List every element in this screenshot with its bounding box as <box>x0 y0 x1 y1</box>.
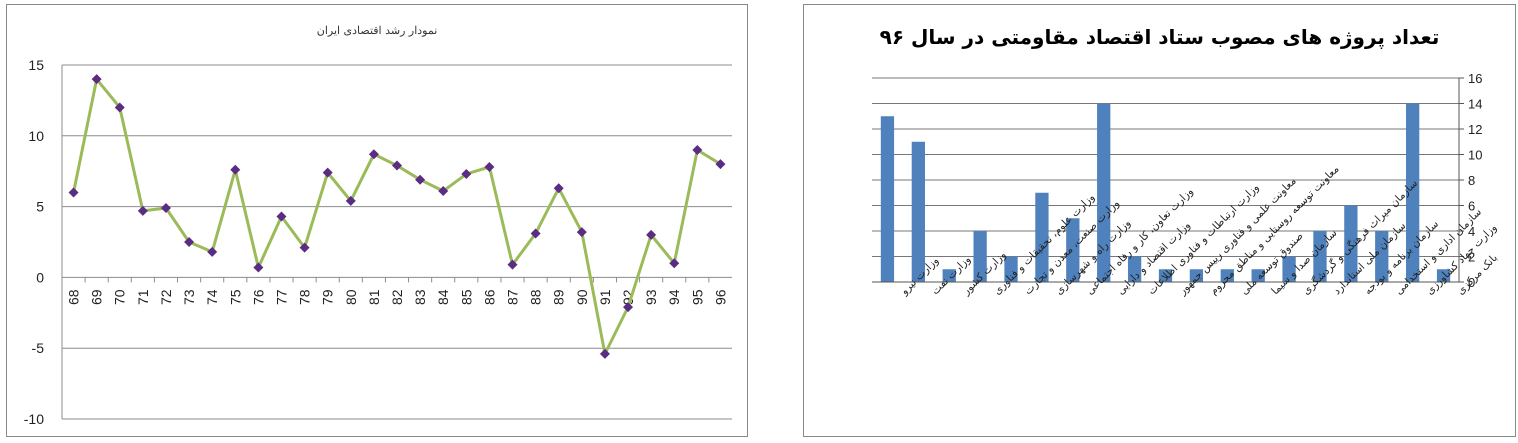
data-point-marker <box>160 203 171 214</box>
bar <box>1035 192 1049 282</box>
data-point-marker <box>184 237 195 247</box>
bar <box>1097 103 1111 282</box>
x-tick-label: 83 <box>412 289 428 305</box>
x-tick-label: 88 <box>528 289 544 305</box>
x-tick-label: 71 <box>135 289 151 305</box>
bar <box>1066 218 1080 282</box>
x-tick-label: 94 <box>666 289 682 305</box>
y-tick-label: 14 <box>1468 97 1482 112</box>
growth-chart-panel: نمودار رشد اقتصادی ایران -10 -5 0 5 10 15 68 69… <box>6 4 748 437</box>
x-tick-label: 87 <box>505 289 521 305</box>
projects-chart-title: تعداد پروژه های مصوب ستاد اقتصاد مقاومتی… <box>879 25 1440 49</box>
data-point-marker <box>137 205 148 216</box>
data-point-marker <box>438 186 449 197</box>
data-point-marker <box>415 174 426 185</box>
data-point-marker <box>114 102 125 113</box>
y-tick-label: 0 <box>36 269 44 285</box>
y-tick-label: 4 <box>1468 224 1475 239</box>
bar <box>880 116 895 282</box>
data-point-marker <box>345 195 356 206</box>
data-point-marker <box>692 144 703 155</box>
data-point-marker <box>669 258 680 269</box>
data-point-marker <box>576 227 587 238</box>
bar <box>1375 231 1389 282</box>
bar <box>1436 269 1451 282</box>
bar <box>1313 231 1327 282</box>
x-tick-label: 70 <box>112 289 128 305</box>
bar <box>1127 256 1142 282</box>
x-tick-label: 81 <box>366 289 382 305</box>
data-point-marker <box>368 149 379 160</box>
data-point-marker <box>461 169 472 180</box>
bar <box>973 231 987 282</box>
bar <box>942 269 956 282</box>
data-point-marker <box>553 183 564 194</box>
x-tick-label: 76 <box>250 289 266 305</box>
x-tick-label: 80 <box>343 289 359 305</box>
bar <box>911 141 925 282</box>
x-tick-label: 85 <box>458 289 474 305</box>
data-point-marker <box>530 228 541 239</box>
y-tick-label: 0 <box>1468 275 1475 290</box>
data-point-marker <box>253 262 264 273</box>
y-tick-label: -10 <box>24 411 44 427</box>
series-line <box>72 77 722 356</box>
x-tick-label: 95 <box>689 289 705 305</box>
y-tick-label: 6 <box>1468 199 1475 214</box>
bar <box>1220 269 1234 282</box>
x-tick-label: 78 <box>297 289 313 305</box>
data-point-marker <box>392 160 402 171</box>
x-tick-label: 77 <box>273 289 289 305</box>
x-tick-label: 96 <box>712 289 728 305</box>
data-point-marker <box>507 259 518 270</box>
data-point-marker <box>715 159 726 170</box>
data-point-marker <box>230 164 241 175</box>
y-tick-label: 10 <box>1468 148 1482 163</box>
y-tick-label: 8 <box>1468 173 1475 188</box>
data-point-marker <box>299 242 310 253</box>
x-tick-label: 86 <box>481 289 497 305</box>
x-tick-label: 93 <box>643 289 659 305</box>
x-tick-label: 91 <box>597 289 613 305</box>
projects-chart-panel: تعداد پروژه های مصوب ستاد اقتصاد مقاومتی… <box>803 4 1516 437</box>
bar <box>1004 256 1018 282</box>
data-point-marker <box>646 229 657 240</box>
x-tick-label: 89 <box>551 289 567 305</box>
x-tick-label: 84 <box>435 289 451 305</box>
x-tick-label: 90 <box>574 289 590 305</box>
bar <box>1251 269 1265 282</box>
bar <box>1189 269 1204 282</box>
x-tick-label: 73 <box>181 289 197 305</box>
x-tick-label: 82 <box>389 289 405 305</box>
x-tick-label: 74 <box>204 289 220 305</box>
data-point-marker <box>207 246 218 257</box>
x-tick-label: 68 <box>66 289 82 305</box>
bar <box>1344 205 1358 282</box>
data-point-marker <box>68 187 79 198</box>
data-point-marker <box>623 302 634 313</box>
x-tick-label: 69 <box>89 289 105 305</box>
y-tick-label: 5 <box>36 199 44 215</box>
data-point-marker <box>599 348 610 359</box>
x-tick-label: 79 <box>320 289 336 305</box>
data-point-marker <box>276 211 287 222</box>
x-tick-label: 75 <box>227 289 243 305</box>
x-tick-label: 72 <box>158 289 174 305</box>
y-tick-label: 15 <box>28 57 44 73</box>
bar <box>1406 103 1420 282</box>
y-tick-label: -5 <box>32 340 45 356</box>
y-tick-label: 12 <box>1468 122 1482 137</box>
bar <box>1158 269 1173 282</box>
data-point-marker <box>91 74 102 85</box>
y-tick-label: 2 <box>1468 250 1475 265</box>
y-tick-label: 10 <box>28 128 44 144</box>
data-point-marker <box>322 167 333 178</box>
y-tick-label: 16 <box>1468 71 1482 86</box>
bar <box>1282 256 1296 282</box>
data-point-marker <box>484 161 495 172</box>
growth-line-chart: -10 -5 0 5 10 15 68 69 70 71 72 73 74 75 76 77 78 79 80 81 8… <box>24 57 732 427</box>
growth-chart-title: نمودار رشد اقتصادی ایران <box>316 24 438 37</box>
